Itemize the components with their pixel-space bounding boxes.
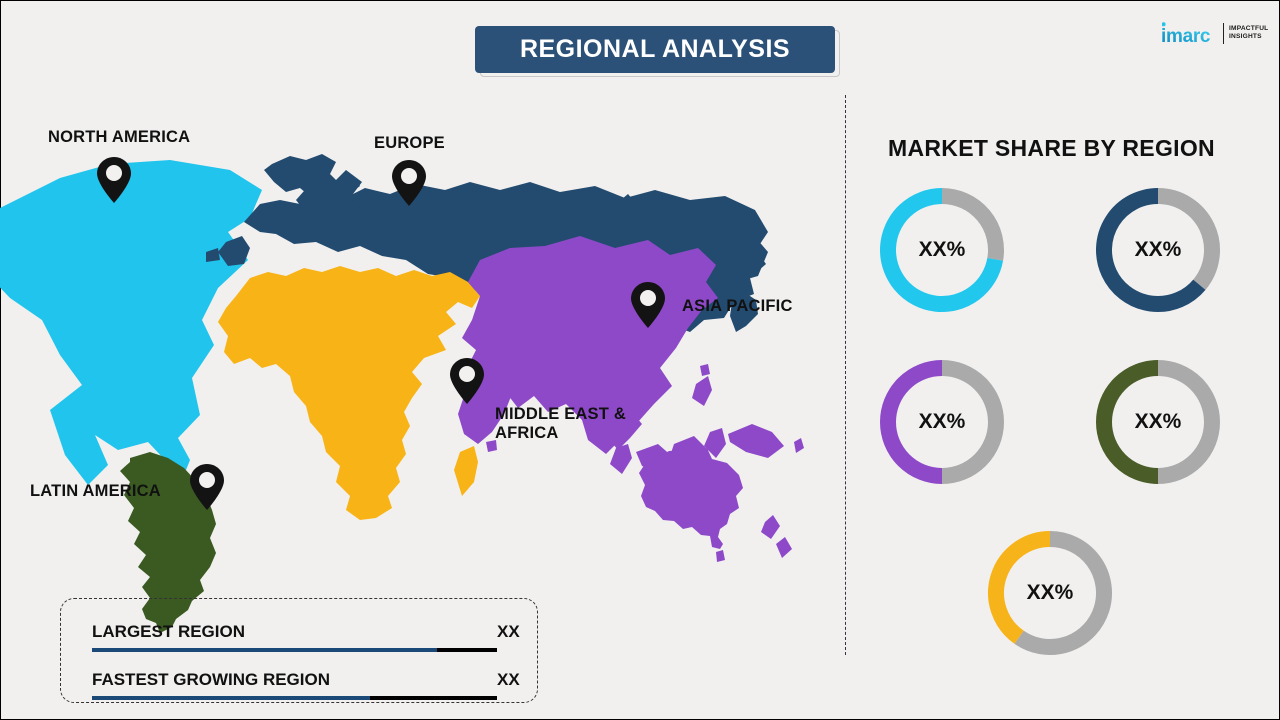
- svg-text:imarc: imarc: [1162, 26, 1211, 46]
